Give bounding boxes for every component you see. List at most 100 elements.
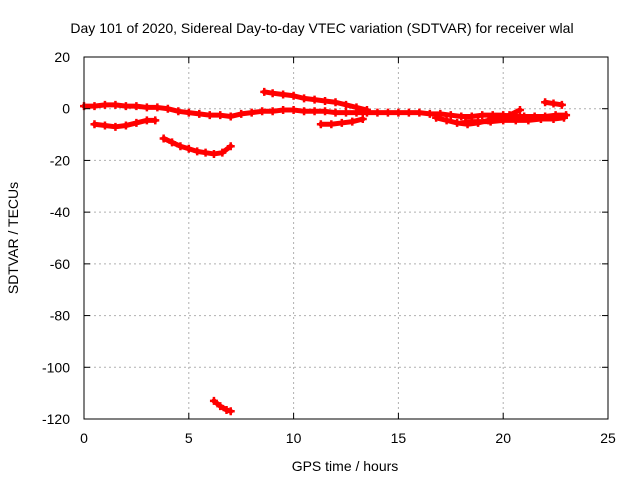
data-point <box>174 107 183 116</box>
data-point <box>237 109 246 118</box>
data-point <box>247 108 256 117</box>
data-point <box>394 108 403 117</box>
data-point <box>342 108 350 117</box>
data-point <box>218 148 227 157</box>
data-point <box>321 107 330 116</box>
data-point <box>505 111 514 120</box>
data-points <box>80 87 571 416</box>
data-point <box>524 116 533 125</box>
data-point <box>404 108 413 117</box>
x-axis-ticks: 0 5 10 15 20 25 <box>80 57 616 446</box>
data-point <box>337 118 346 127</box>
data-point <box>226 407 235 416</box>
data-point <box>321 96 330 105</box>
series-4 <box>260 87 371 115</box>
data-point <box>457 112 466 121</box>
data-point <box>279 90 288 99</box>
data-point <box>358 115 367 124</box>
data-point <box>121 121 130 130</box>
data-point <box>209 149 218 158</box>
data-point <box>559 113 568 122</box>
data-point <box>132 118 141 127</box>
data-point <box>446 111 455 120</box>
data-point <box>151 116 160 125</box>
data-point <box>289 106 298 115</box>
x-tick-label: 10 <box>286 430 302 446</box>
data-point <box>300 107 309 116</box>
data-point <box>511 116 520 125</box>
y-tick-label: -80 <box>50 308 70 324</box>
data-point <box>168 138 177 147</box>
data-point <box>279 106 288 115</box>
data-point <box>289 91 298 100</box>
x-tick-label: 20 <box>495 430 511 446</box>
y-tick-label: 20 <box>54 49 70 65</box>
data-point <box>226 112 235 121</box>
data-point <box>222 405 231 414</box>
data-point <box>121 102 130 111</box>
data-point <box>352 103 361 112</box>
data-point <box>536 115 545 124</box>
data-point <box>461 117 470 126</box>
data-point <box>432 113 441 122</box>
data-point <box>111 122 120 131</box>
data-point <box>453 118 462 127</box>
data-point <box>142 116 151 125</box>
data-point <box>478 111 487 120</box>
data-point <box>195 109 204 118</box>
plot-frame <box>83 56 609 420</box>
y-tick-label: 0 <box>62 101 70 117</box>
series-7 <box>461 113 568 126</box>
data-point <box>209 396 218 405</box>
series-5 <box>316 115 367 129</box>
data-point <box>486 117 495 126</box>
x-tick-label: 0 <box>80 430 88 446</box>
data-point <box>142 103 151 112</box>
data-point <box>153 103 162 112</box>
data-point <box>467 112 476 121</box>
data-point <box>541 98 550 107</box>
y-tick-label: -100 <box>42 359 70 375</box>
data-point <box>90 102 99 111</box>
data-point <box>327 120 336 129</box>
data-point <box>442 116 451 125</box>
y-tick-label: -60 <box>50 256 70 272</box>
data-point <box>260 87 269 96</box>
data-point <box>216 111 225 120</box>
x-tick-label: 25 <box>600 430 616 446</box>
data-point <box>193 147 202 156</box>
data-point <box>268 107 277 116</box>
data-point <box>258 107 267 116</box>
data-point <box>184 108 193 117</box>
y-axis-label: SDTVAR / TECUs <box>5 182 21 294</box>
series-1 <box>80 100 571 121</box>
data-point <box>331 108 340 117</box>
data-point <box>216 402 225 411</box>
y-tick-label: -120 <box>42 411 70 427</box>
data-point <box>100 100 109 109</box>
data-point <box>310 95 319 104</box>
x-axis-label: GPS time / hours <box>292 458 399 474</box>
data-point <box>331 98 340 107</box>
y-tick-label: -20 <box>50 152 70 168</box>
data-point <box>159 134 168 143</box>
data-point <box>201 148 210 157</box>
data-point <box>499 116 508 125</box>
series-9 <box>209 396 235 416</box>
data-point <box>184 144 193 153</box>
data-point <box>226 142 235 151</box>
data-point <box>268 89 277 98</box>
data-point <box>383 108 392 117</box>
data-point <box>549 99 558 108</box>
series-3 <box>159 134 235 158</box>
data-point <box>557 100 566 109</box>
data-point <box>205 111 214 120</box>
x-tick-label: 15 <box>391 430 407 446</box>
series-2 <box>90 116 160 131</box>
data-point <box>425 109 434 118</box>
data-point <box>348 117 357 126</box>
data-point <box>100 121 109 130</box>
data-point <box>316 120 325 129</box>
data-point <box>373 108 382 117</box>
